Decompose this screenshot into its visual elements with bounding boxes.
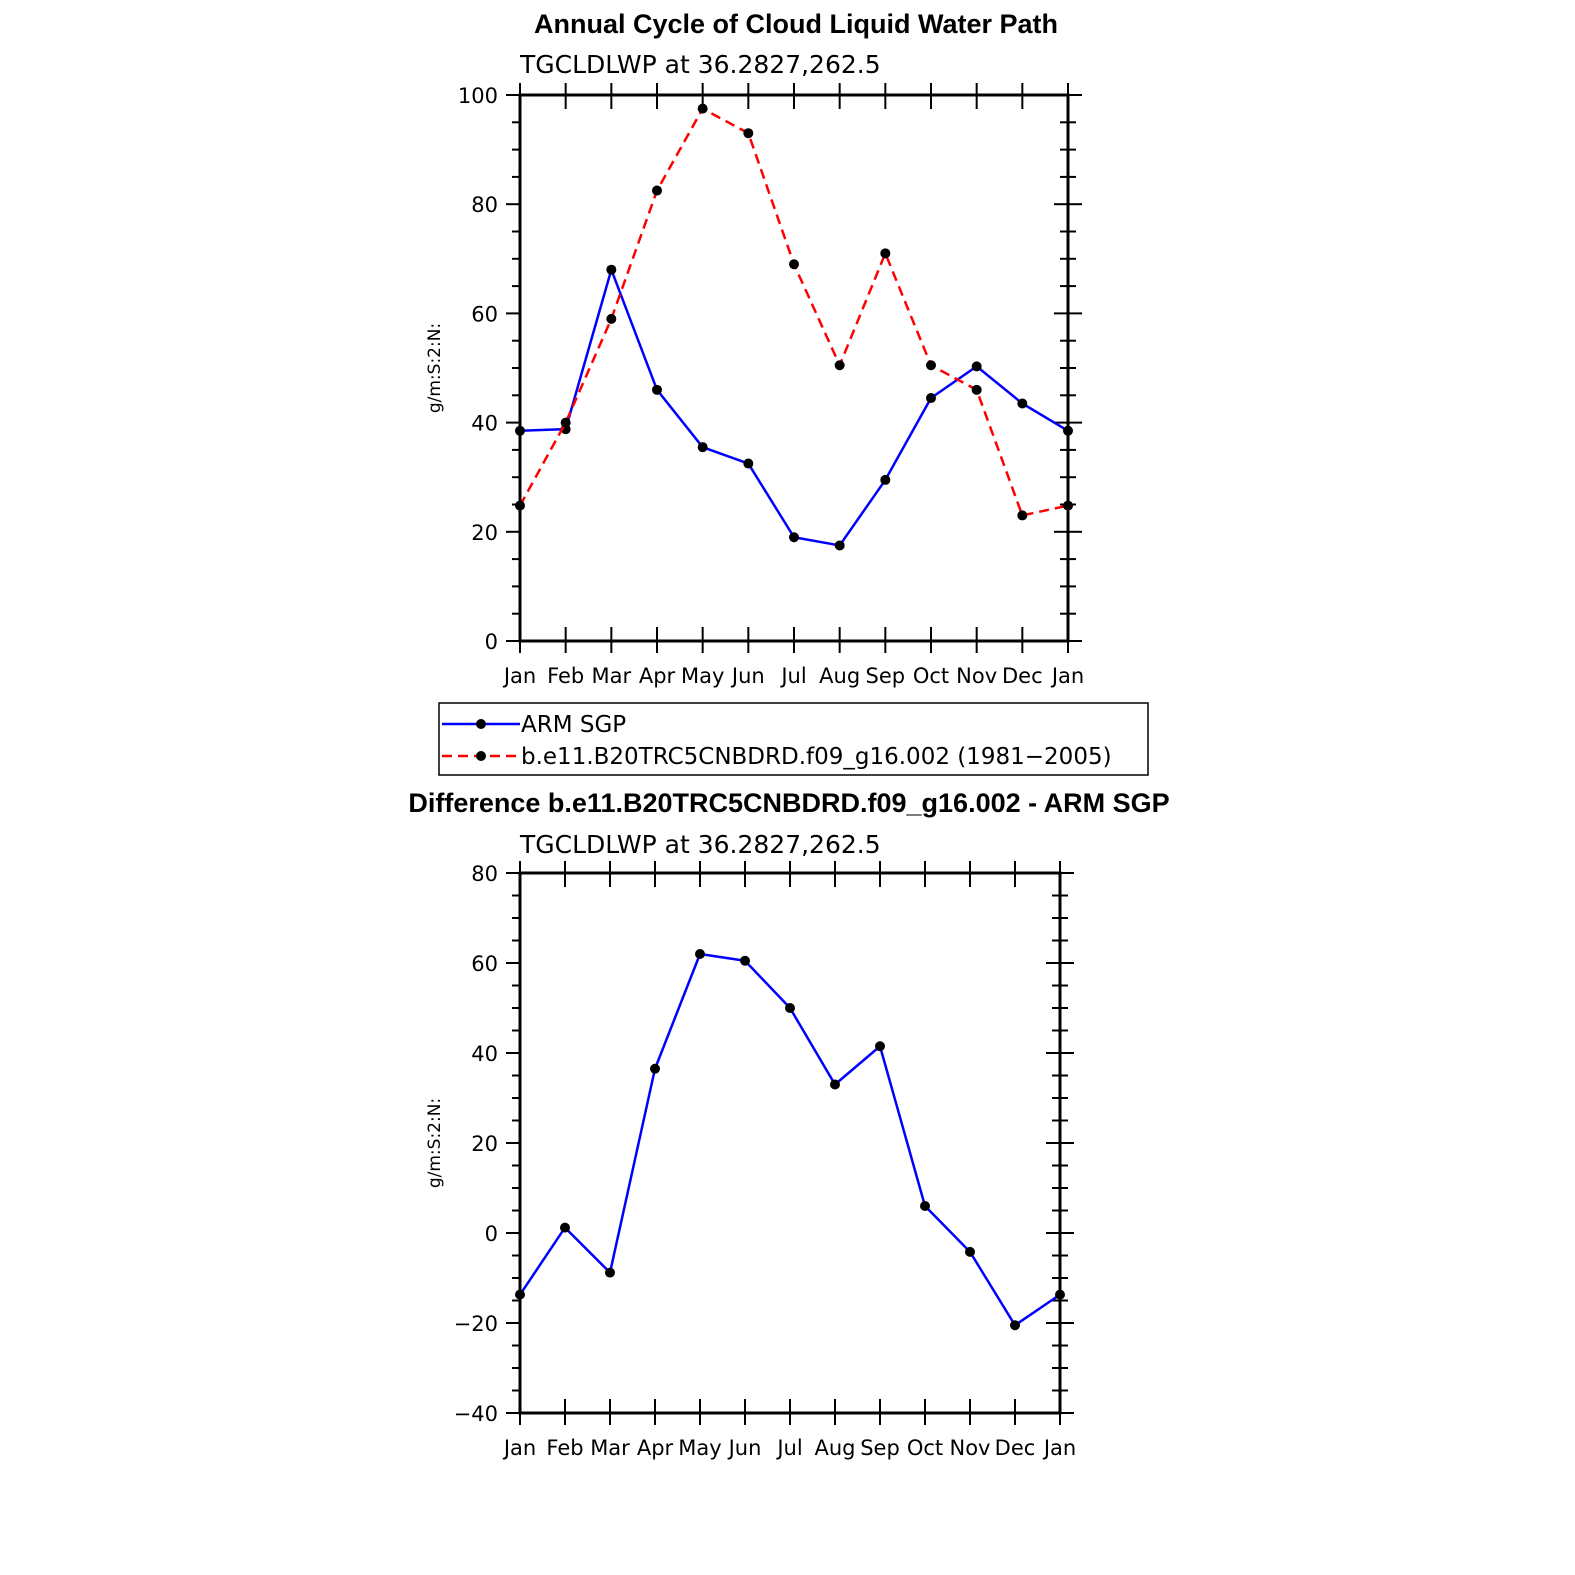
top-chart-xtick-label: May xyxy=(681,664,724,688)
top-chart-ytick-label: 100 xyxy=(458,84,498,108)
bottom-chart-series-0-point xyxy=(1010,1320,1020,1331)
top-chart-series-0-point xyxy=(880,474,891,485)
top-chart-series-0-point xyxy=(743,458,754,469)
top-chart-axes: Jan Feb Mar Apr May Jun Jul Aug Sep Oct Nov Dec Jan0… xyxy=(458,83,1084,688)
top-chart-xtick-label: Apr xyxy=(639,664,676,688)
top-chart-xtick-label: Sep xyxy=(866,664,906,688)
top-chart-legend: ARM SGP b.e11.B20TRC5CNBDRD.f09_g16.002 … xyxy=(438,702,1149,776)
top-chart-xtick-label: Oct xyxy=(913,664,949,688)
top-chart-series-1-point xyxy=(697,103,708,114)
legend-arm-sgp-label: ARM SGP xyxy=(521,712,626,738)
top-chart-series-1-point xyxy=(789,259,799,270)
bottom-chart-series-0-point xyxy=(560,1222,570,1233)
top-chart-title: Annual Cycle of Cloud Liquid Water Path xyxy=(534,9,1058,39)
top-chart-xtick-label: Jan xyxy=(502,664,536,688)
bottom-chart-series-0-point xyxy=(965,1246,975,1257)
top-chart-ytick-label: 20 xyxy=(471,521,498,545)
top-chart-xtick-label: Aug xyxy=(819,664,860,688)
top-chart-series-0-point xyxy=(926,393,936,404)
bottom-chart-series-0-point xyxy=(785,1003,795,1013)
top-chart-series-0-point xyxy=(789,532,799,543)
bottom-chart-ytick-label: 60 xyxy=(471,952,498,976)
bottom-chart-xtick-label: Nov xyxy=(950,1436,991,1460)
top-chart-series-1-point xyxy=(515,500,525,511)
legend-box xyxy=(438,702,1149,776)
top-chart-series-1-point xyxy=(926,360,936,371)
bottom-chart-ylabel: g/m:S:2:N: xyxy=(425,1098,445,1188)
top-chart-series-0-line xyxy=(519,268,1069,547)
top-chart-series-0-point xyxy=(1017,398,1028,409)
top-chart-series-0-point xyxy=(697,442,708,453)
bottom-chart-title: Difference b.e11.B20TRC5CNBDRD.f09_g16.0… xyxy=(408,788,1169,818)
bottom-chart-ytick-label: 40 xyxy=(471,1042,498,1066)
bottom-chart-ytick-label: 20 xyxy=(471,1132,498,1156)
bottom-chart-series-0-point xyxy=(875,1041,885,1052)
top-chart-series-1-point xyxy=(834,360,845,371)
legend-arm-sgp-marker xyxy=(476,719,486,729)
bottom-chart-ytick-label: 80 xyxy=(471,862,498,886)
top-chart-xtick-label: Jun xyxy=(730,664,765,688)
bottom-chart-xtick-label: Jun xyxy=(727,1436,762,1460)
top-chart-series-1-point xyxy=(1063,500,1073,511)
top-chart-series-0-point xyxy=(1063,425,1073,436)
bottom-chart-xtick-label: Jan xyxy=(502,1436,536,1460)
top-chart-series-1-point xyxy=(560,417,571,428)
bottom-chart-series-0-point xyxy=(650,1063,660,1074)
top-chart-ylabel: g/m:S:2:N: xyxy=(425,323,445,413)
bottom-chart-series-0-point xyxy=(1055,1289,1065,1300)
top-chart-series-1-point xyxy=(971,384,982,395)
top-chart-series-1-line xyxy=(518,107,1069,517)
bottom-chart-series-0-point xyxy=(830,1079,840,1090)
top-chart-series-layer xyxy=(515,103,1073,551)
bottom-chart-ytick-label: −40 xyxy=(454,1402,498,1426)
top-chart-xtick-label: Feb xyxy=(547,664,584,688)
bottom-chart-xtick-label: Oct xyxy=(907,1436,943,1460)
top-chart-series-1-point xyxy=(652,185,662,196)
top-chart-subtitle: TGCLDLWP at 36.2827,262.5 xyxy=(519,50,881,79)
bottom-chart-series-0-point xyxy=(605,1267,615,1278)
top-chart-series-1-point xyxy=(606,313,617,324)
legend-model-marker xyxy=(476,751,486,761)
top-chart-series-0-point xyxy=(606,264,617,275)
bottom-chart-series-0-point xyxy=(515,1289,525,1300)
bottom-chart-xtick-label: Sep xyxy=(860,1436,900,1460)
bottom-chart-xtick-label: Aug xyxy=(814,1436,855,1460)
bottom-chart-subtitle: TGCLDLWP at 36.2827,262.5 xyxy=(519,830,881,859)
top-chart-series-1-point xyxy=(1017,510,1028,521)
bottom-chart-ytick-label: −20 xyxy=(454,1312,498,1336)
top-chart-ytick-label: 0 xyxy=(485,630,498,654)
top-chart-plot-frame xyxy=(518,93,1070,643)
top-chart-xtick-label: Nov xyxy=(956,664,997,688)
bottom-chart-ytick-label: 0 xyxy=(485,1222,498,1246)
bottom-chart-xtick-label: Jan xyxy=(1042,1436,1076,1460)
top-chart-series-0-point xyxy=(652,384,662,395)
bottom-chart-xtick-label: Mar xyxy=(590,1436,630,1460)
bottom-chart-series-0-point xyxy=(920,1201,930,1211)
top-chart-series-0-point xyxy=(515,425,525,436)
bottom-chart-series-0-point xyxy=(740,955,750,966)
top-chart-series-1-point xyxy=(880,248,891,259)
top-chart-xtick-label: Jul xyxy=(779,664,806,688)
bottom-chart-series-0-point xyxy=(695,949,705,959)
top-chart-ytick-label: 60 xyxy=(471,302,498,326)
top-chart-ytick-label: 80 xyxy=(471,193,498,217)
top-chart-xtick-label: Mar xyxy=(592,664,632,688)
bottom-chart-xtick-label: Feb xyxy=(546,1436,583,1460)
bottom-chart-xtick-label: Jul xyxy=(775,1436,802,1460)
top-chart-ytick-label: 40 xyxy=(471,412,498,436)
top-chart-series-0-point xyxy=(971,361,982,372)
top-chart-series-0-point xyxy=(834,540,845,551)
top-chart-xtick-label: Dec xyxy=(1002,664,1043,688)
bottom-chart-plot-frame xyxy=(518,871,1062,1415)
bottom-chart-xtick-label: Apr xyxy=(637,1436,674,1460)
top-chart-series-1-point xyxy=(743,128,754,139)
legend-model-label: b.e11.B20TRC5CNBDRD.f09_g16.002 (1981−20… xyxy=(521,744,1112,770)
bottom-chart-axes: Jan Feb Mar Apr May Jun Jul Aug Sep Oct Nov Dec Jan−… xyxy=(454,861,1076,1460)
top-chart-xtick-label: Jan xyxy=(1050,664,1084,688)
bottom-chart-xtick-label: Dec xyxy=(995,1436,1036,1460)
bottom-chart-series-layer xyxy=(515,949,1065,1331)
bottom-chart-xtick-label: May xyxy=(678,1436,721,1460)
